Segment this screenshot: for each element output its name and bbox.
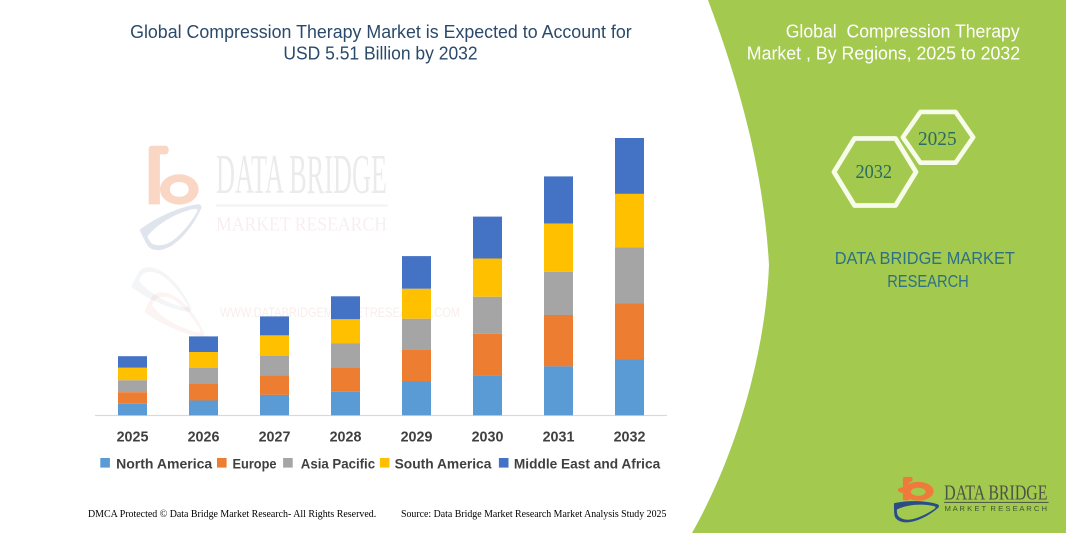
svg-text:M A R K E T R E S E A R C H: M A R K E T R E S E A R C H <box>945 506 1048 513</box>
svg-text:RESEARCH: RESEARCH <box>887 271 969 291</box>
svg-text:2026: 2026 <box>188 429 220 445</box>
svg-text:2031: 2031 <box>543 429 575 445</box>
svg-text:USD 5.51 Billion by 2032: USD 5.51 Billion by 2032 <box>283 42 477 63</box>
svg-text:2029: 2029 <box>401 429 433 445</box>
svg-text:DATA BRIDGE: DATA BRIDGE <box>944 480 1047 504</box>
svg-text:Source: Data Bridge Market Res: Source: Data Bridge Market Research Mark… <box>401 509 666 520</box>
svg-text:2025: 2025 <box>117 429 149 445</box>
svg-text:Asia Pacific: Asia Pacific <box>301 455 375 471</box>
svg-text:Global Compression Therapy Mar: Global Compression Therapy Market is Exp… <box>130 21 632 42</box>
svg-text:2030: 2030 <box>472 429 504 445</box>
svg-text:Market , By Regions, 2025 to 2: Market , By Regions, 2025 to 2032 <box>747 42 1020 63</box>
svg-text:DATA BRIDGE: DATA BRIDGE <box>216 144 387 206</box>
svg-text:Middle East and Africa: Middle East and Africa <box>514 455 661 471</box>
svg-text:2032: 2032 <box>614 429 646 445</box>
svg-text:DMCA Protected © Data Bridge M: DMCA Protected © Data Bridge Market Rese… <box>88 509 376 520</box>
svg-text:2025: 2025 <box>918 128 957 150</box>
svg-text:DATA BRIDGE MARKET: DATA BRIDGE MARKET <box>835 248 1015 268</box>
svg-text:MARKET RESEARCH: MARKET RESEARCH <box>216 214 387 236</box>
svg-text:North America: North America <box>116 455 212 471</box>
svg-text:2027: 2027 <box>259 429 291 445</box>
svg-text:2032: 2032 <box>856 161 893 183</box>
svg-text:South America: South America <box>395 455 492 471</box>
svg-text:Europe: Europe <box>233 455 277 471</box>
svg-text:2028: 2028 <box>330 429 362 445</box>
svg-text:Global Compression Therapy: Global Compression Therapy <box>786 21 1021 42</box>
